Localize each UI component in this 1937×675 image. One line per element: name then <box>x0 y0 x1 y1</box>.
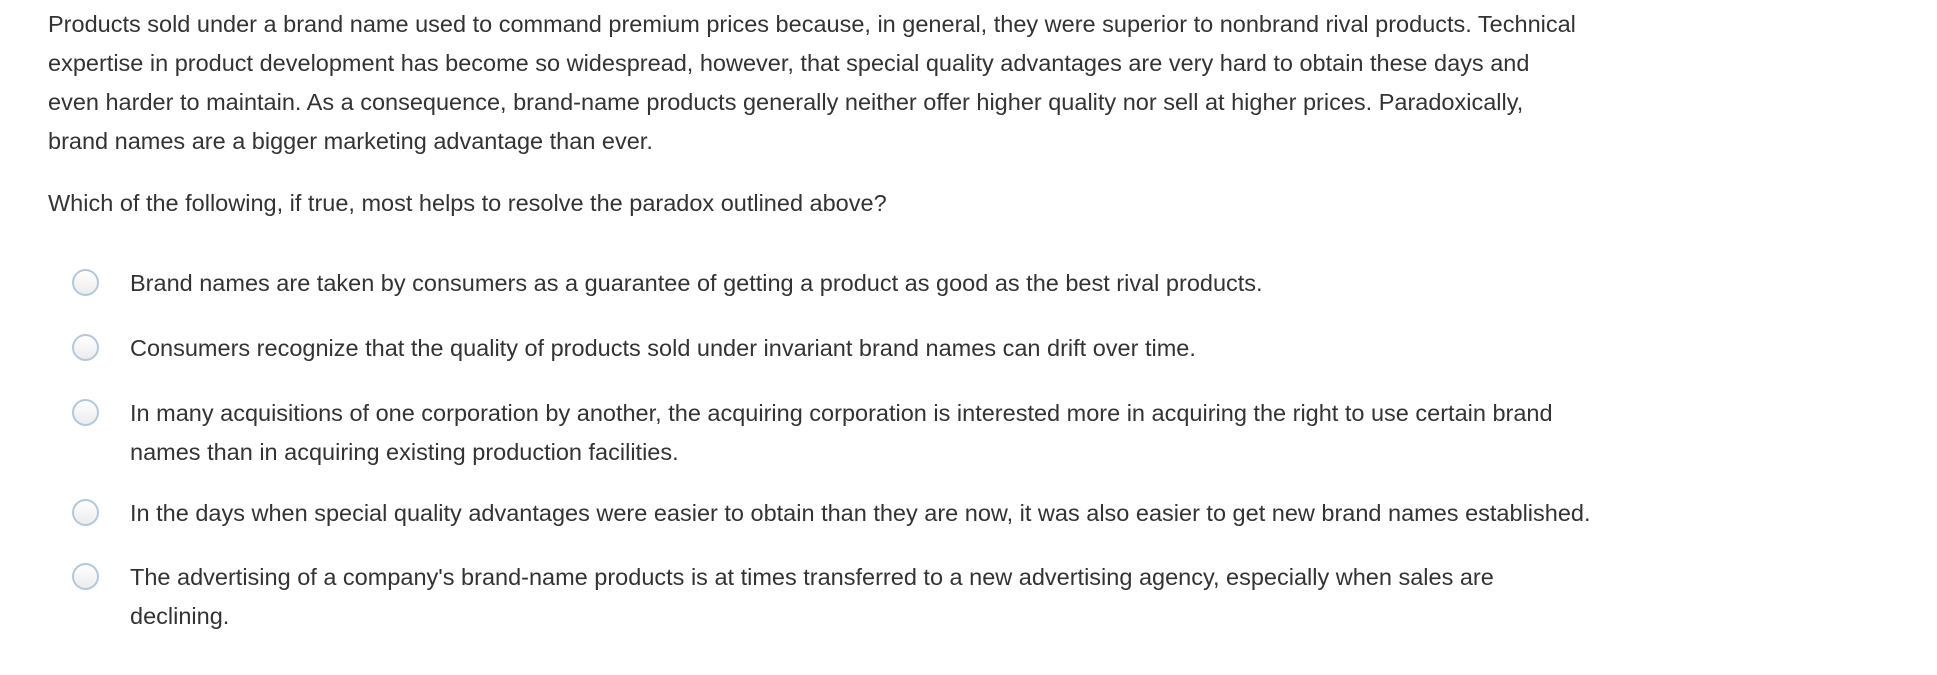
radio-button[interactable] <box>72 499 99 526</box>
radio-button[interactable] <box>72 269 99 296</box>
option-text: Consumers recognize that the quality of … <box>130 335 1196 361</box>
passage-line: even harder to maintain. As a consequenc… <box>48 89 1524 115</box>
radio-button[interactable] <box>72 399 99 426</box>
option-text: The advertising of a company's brand-nam… <box>130 564 1494 590</box>
passage-line: Products sold under a brand name used to… <box>48 11 1576 37</box>
question-stem: Which of the following, if true, most he… <box>48 190 887 216</box>
option-text: Brand names are taken by consumers as a … <box>130 270 1263 296</box>
option-text: names than in acquiring existing product… <box>130 439 679 465</box>
passage-line: expertise in product development has bec… <box>48 50 1530 76</box>
radio-button[interactable] <box>72 334 99 361</box>
radio-button[interactable] <box>72 563 99 590</box>
passage-line: brand names are a bigger marketing advan… <box>48 128 653 154</box>
option-text: In the days when special quality advanta… <box>130 500 1591 526</box>
option-text: declining. <box>130 603 230 629</box>
option-text: In many acquisitions of one corporation … <box>130 400 1553 426</box>
